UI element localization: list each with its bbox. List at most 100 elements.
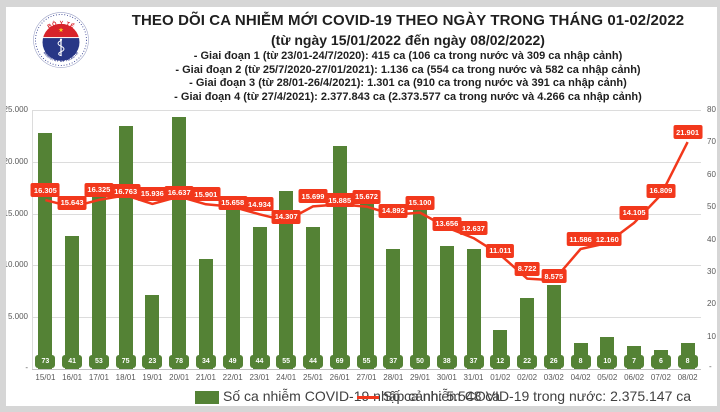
bar-imported-cases — [252, 226, 267, 369]
bar-imported-cases — [225, 210, 240, 369]
left-axis-tick-label: 10.000 — [3, 260, 28, 270]
x-axis-date-label: 24/01 — [276, 373, 297, 382]
window-border-left — [0, 0, 6, 412]
line-value-label: 11.011 — [486, 243, 515, 258]
right-axis-tick-label: 40 — [707, 234, 716, 244]
bar-imported-cases — [306, 226, 320, 369]
line-value-label: 12.160 — [592, 232, 622, 246]
line-value-label: 16.325 — [84, 182, 114, 197]
ministry-of-health-logo-image: ★ BỘ Y TẾ MINISTRY OF HEALTH — [33, 12, 89, 68]
right-axis-tick-label: 10 — [707, 331, 716, 341]
bar-value-label: 7 — [624, 355, 645, 368]
bar-value-label: 12 — [490, 355, 511, 368]
left-axis-tick-label: 5.000 — [7, 312, 28, 322]
line-value-label: 15.643 — [57, 195, 87, 210]
bar-value-label: 23 — [142, 355, 163, 368]
bar-imported-cases — [172, 116, 187, 369]
line-value-label: 14.105 — [619, 205, 649, 220]
x-axis-date-label: 01/02 — [490, 373, 511, 382]
bar-value-label: 75 — [115, 355, 136, 368]
bar-value-label: 50 — [410, 355, 430, 368]
bar-value-label: 37 — [383, 355, 404, 368]
line-value-label: 14.934 — [245, 197, 274, 212]
x-axis-date-label: 05/02 — [597, 373, 618, 382]
bar-value-label: 78 — [169, 355, 190, 368]
line-value-label: 21.901 — [673, 125, 703, 140]
bar-imported-cases — [359, 190, 374, 369]
bar-imported-cases — [91, 197, 106, 369]
x-axis-date-label: 18/01 — [115, 373, 136, 382]
bar-value-label: 53 — [88, 355, 109, 368]
x-axis-date-label: 17/01 — [88, 373, 109, 382]
x-axis-date-label: 30/01 — [436, 373, 457, 382]
bar-imported-cases — [65, 236, 80, 369]
bar-value-label: 41 — [62, 355, 83, 368]
x-axis-date-label: 07/02 — [650, 373, 671, 382]
x-axis-date-label: 29/01 — [409, 373, 431, 382]
right-axis-tick-label: 30 — [707, 266, 716, 276]
bar-value-label: 49 — [222, 355, 243, 368]
bar-value-label: 22 — [517, 355, 538, 368]
x-axis-date-label: 21/01 — [195, 373, 216, 382]
bar-value-label: 37 — [463, 355, 484, 368]
x-axis-date-label: 31/01 — [463, 373, 484, 382]
right-axis-tick-label: 60 — [707, 169, 716, 179]
x-axis-date-label: 03/02 — [543, 373, 564, 382]
bar-value-label: 44 — [303, 355, 323, 368]
x-axis-date-label: 27/01 — [356, 373, 377, 382]
bar-value-label: 6 — [650, 355, 671, 368]
x-axis-date-label: 28/01 — [383, 373, 404, 382]
line-value-label: 15.699 — [298, 189, 328, 204]
bar-value-label: 69 — [329, 355, 350, 368]
left-axis-zero-label: - — [25, 363, 28, 372]
bar-value-label: 8 — [677, 355, 698, 368]
bar-imported-cases — [546, 284, 561, 369]
line-value-label: 16.809 — [646, 183, 676, 198]
right-axis-tick-label: 70 — [707, 137, 716, 147]
chart-title: THEO DÕI CA NHIỄM MỚI COVID-19 THEO NGÀY… — [131, 12, 685, 29]
line-value-label: 8.575 — [541, 269, 567, 284]
bar-imported-cases — [145, 294, 160, 369]
line-value-label: 12.637 — [459, 221, 488, 236]
line-value-label: 15.672 — [352, 189, 381, 204]
y-axis-line — [32, 110, 33, 369]
bar-value-label: 73 — [35, 355, 56, 368]
x-axis-date-label: 16/01 — [62, 373, 83, 382]
svg-text:BỘ Y TẾ: BỘ Y TẾ — [47, 19, 76, 30]
x-axis-date-label: 02/02 — [517, 373, 538, 382]
bar-imported-cases — [38, 132, 53, 369]
bar-imported-cases — [520, 297, 535, 369]
logo-top-text: BỘ Y TẾ — [47, 19, 76, 30]
line-value-label: 15.100 — [405, 195, 435, 210]
line-value-label: 15.901 — [191, 187, 221, 202]
x-axis-date-label: 04/02 — [570, 373, 591, 382]
right-axis-zero-label: - — [709, 362, 712, 371]
bar-imported-cases — [198, 258, 213, 369]
bar-value-label: 55 — [356, 355, 377, 368]
legend: Số ca nhiễm COVID-19 nhập cảnh: 5.548 ca… — [0, 386, 720, 408]
x-axis-date-label: 23/01 — [249, 373, 270, 382]
x-axis-line — [32, 369, 701, 370]
bar-value-label: 10 — [597, 355, 618, 368]
ministry-of-health-logo: ★ BỘ Y TẾ MINISTRY OF HEALTH — [33, 12, 89, 68]
right-axis-tick-label: 20 — [707, 299, 716, 309]
x-axis-date-label: 22/01 — [222, 373, 243, 382]
bar-value-label: 8 — [570, 355, 591, 368]
left-axis-tick-label: 15.000 — [3, 208, 28, 218]
bar-value-label: 34 — [195, 355, 216, 368]
line-value-label: 15.885 — [325, 193, 355, 208]
bar-imported-cases — [466, 249, 481, 369]
line-value-label: 16.637 — [164, 185, 194, 200]
line-value-label: 14.892 — [378, 203, 408, 218]
line-value-label: 16.305 — [30, 183, 60, 198]
bar-imported-cases — [332, 145, 347, 369]
gridline — [32, 110, 701, 111]
line-value-label: 14.307 — [271, 209, 301, 224]
x-axis-date-label: 06/02 — [624, 373, 645, 382]
bar-value-label: 55 — [276, 355, 297, 368]
line-value-label: 15.936 — [137, 186, 167, 201]
x-axis-date-label: 19/01 — [142, 373, 163, 382]
window-border-right — [717, 0, 720, 412]
line-value-label: 13.656 — [432, 216, 462, 231]
